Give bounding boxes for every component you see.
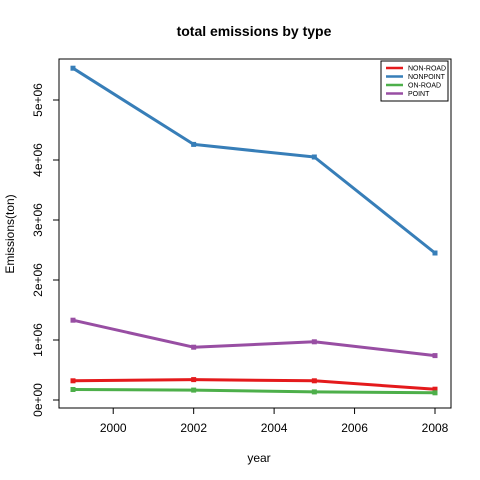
x-tick-label: 2008: [422, 421, 449, 435]
data-point-non-road: [191, 377, 196, 382]
x-tick-label: 2004: [261, 421, 288, 435]
y-tick-label: 5e+06: [31, 83, 45, 117]
legend-label: NON-ROAD: [408, 66, 446, 73]
y-tick-label: 2e+06: [31, 263, 45, 297]
data-point-on-road: [312, 389, 317, 394]
data-point-on-road: [71, 387, 76, 392]
data-point-point: [312, 339, 317, 344]
y-tick-label: 3e+06: [31, 203, 45, 237]
data-point-non-road: [71, 378, 76, 383]
legend-label: POINT: [408, 91, 430, 98]
data-point-point: [71, 318, 76, 323]
data-point-point: [433, 353, 438, 358]
y-tick-label: 0e+00: [31, 383, 45, 417]
legend-label: ON-ROAD: [408, 83, 441, 90]
x-tick-label: 2002: [180, 421, 207, 435]
data-point-nonpoint: [71, 66, 76, 71]
x-tick-label: 2006: [341, 421, 368, 435]
y-tick-label: 4e+06: [31, 143, 45, 177]
data-point-nonpoint: [191, 142, 196, 147]
data-point-nonpoint: [433, 251, 438, 256]
x-tick-label: 2000: [100, 421, 127, 435]
legend-label: NONPOINT: [408, 74, 446, 81]
y-axis-label: Emissions(ton): [3, 194, 17, 273]
data-point-non-road: [312, 378, 317, 383]
data-point-nonpoint: [312, 155, 317, 160]
data-point-on-road: [191, 388, 196, 393]
chart-title: total emissions by type: [177, 23, 332, 39]
y-tick-label: 1e+06: [31, 323, 45, 357]
data-point-point: [191, 345, 196, 350]
data-point-on-road: [433, 390, 438, 395]
x-axis-label: year: [247, 451, 270, 465]
